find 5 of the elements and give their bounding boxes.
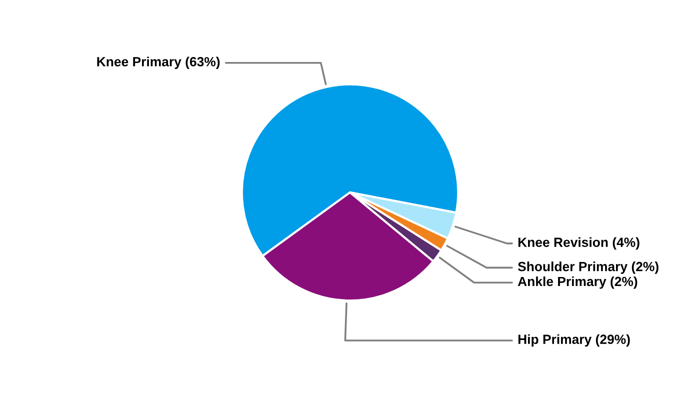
slice-label: Ankle Primary (2%)	[518, 276, 638, 289]
slice-label: Knee Revision (4%)	[518, 237, 640, 250]
slice-label: Knee Primary (63%)	[97, 56, 220, 69]
slice-label: Shoulder Primary (2%)	[518, 262, 658, 274]
slice-label: Hip Primary (29%)	[518, 334, 630, 347]
